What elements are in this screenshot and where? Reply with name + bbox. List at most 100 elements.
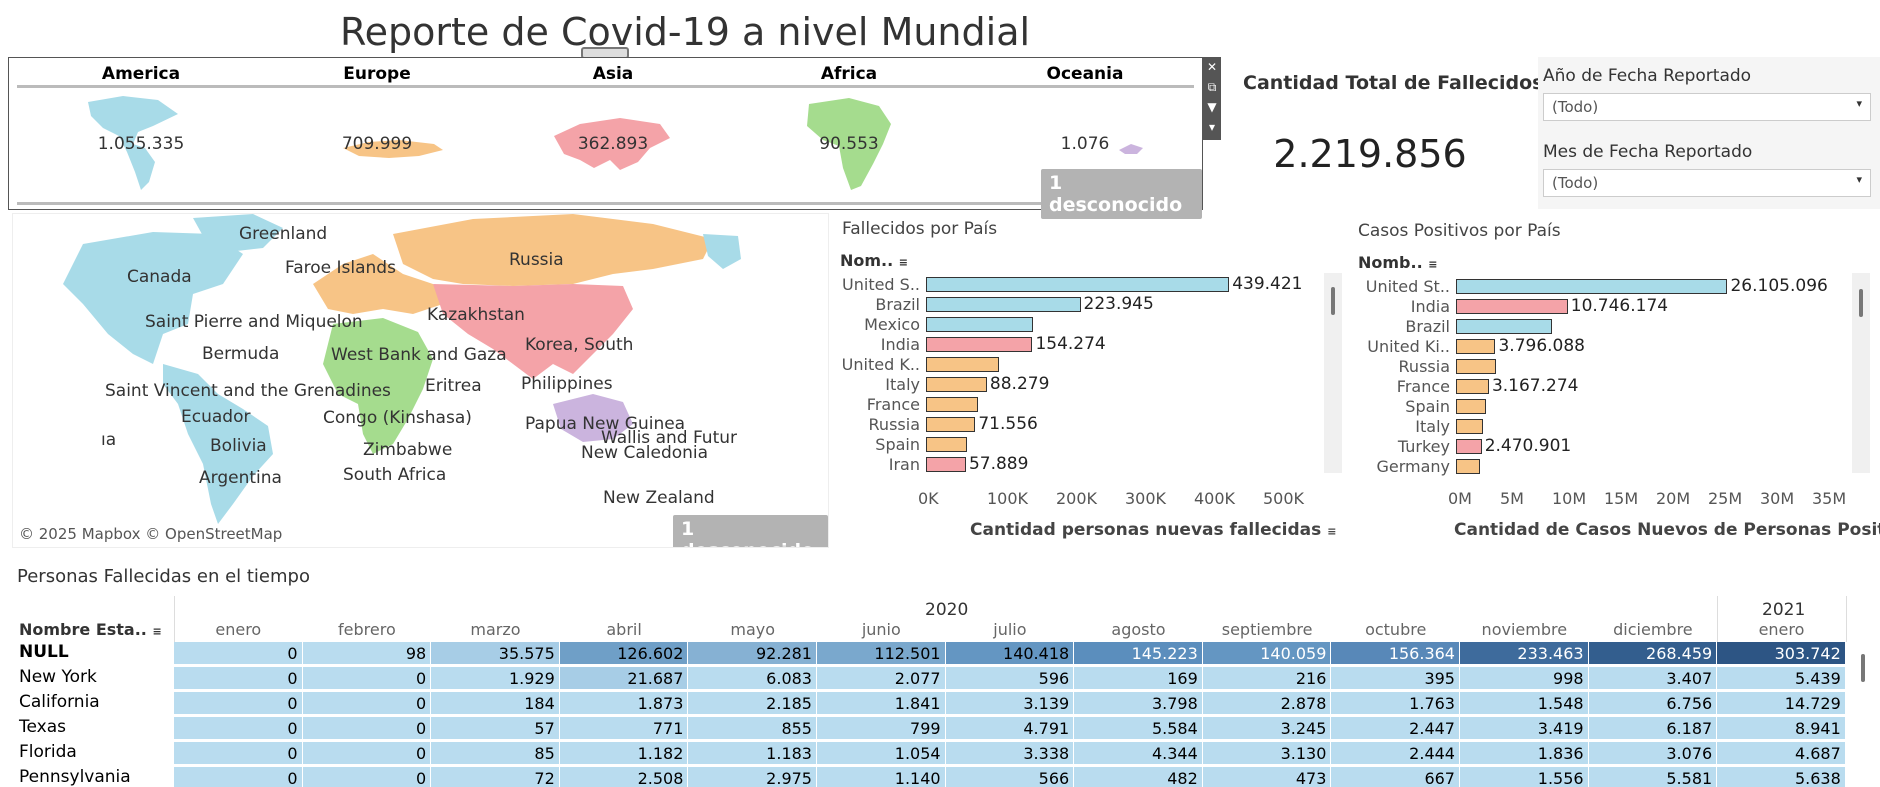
table-cell[interactable]: 6.187 (1588, 717, 1718, 740)
table-cell[interactable]: 140.059 (1202, 642, 1332, 665)
continent-africa[interactable]: Africa 90.553 (731, 58, 967, 208)
bar[interactable] (1456, 279, 1728, 294)
table-cell[interactable]: 303.742 (1717, 642, 1846, 665)
table-cell[interactable]: 482 (1074, 767, 1203, 787)
table-cell[interactable]: 4.344 (1074, 742, 1203, 765)
table-cell[interactable]: 156.364 (1331, 642, 1460, 665)
table-cell[interactable]: 3.407 (1588, 667, 1718, 690)
table-cell[interactable]: 2.508 (559, 767, 689, 787)
scrollbar[interactable] (1854, 642, 1872, 787)
table-cell[interactable]: 2.185 (688, 692, 817, 715)
table-cell[interactable]: 184 (431, 692, 560, 715)
table-cell[interactable]: 0 (302, 767, 432, 787)
world-map[interactable]: Greenland Faroe Islands Russia Canada Ka… (12, 213, 829, 548)
table-cell[interactable]: 4.791 (945, 717, 1075, 740)
table-cell[interactable]: 57 (431, 717, 560, 740)
table-cell[interactable]: 5.581 (1588, 767, 1718, 787)
month-filter-select[interactable]: (Todo) ▾ (1543, 169, 1871, 197)
table-cell[interactable]: 98 (302, 642, 432, 665)
table-cell[interactable]: 21.687 (559, 667, 689, 690)
bar[interactable] (1456, 379, 1489, 394)
continent-asia[interactable]: Asia 362.893 (495, 58, 731, 208)
table-cell[interactable]: 1.054 (817, 742, 946, 765)
table-cell[interactable]: 667 (1331, 767, 1460, 787)
table-cell[interactable]: 3.798 (1074, 692, 1203, 715)
table-cell[interactable]: 14.729 (1717, 692, 1846, 715)
bar[interactable] (926, 377, 987, 392)
column-header[interactable]: Nomb.. ≡ (1358, 253, 1437, 272)
table-cell[interactable]: 1.873 (559, 692, 689, 715)
bar[interactable] (1456, 299, 1568, 314)
table-cell[interactable]: 998 (1460, 667, 1589, 690)
table-cell[interactable]: 771 (559, 717, 689, 740)
table-cell[interactable]: 2.447 (1331, 717, 1460, 740)
scrollbar[interactable] (1324, 273, 1342, 473)
table-cell[interactable]: 6.083 (688, 667, 817, 690)
scrollbar[interactable] (1852, 273, 1870, 473)
table-cell[interactable]: 0 (302, 742, 432, 765)
bar[interactable] (926, 297, 1081, 312)
table-cell[interactable]: 2.975 (688, 767, 817, 787)
table-cell[interactable]: 1.836 (1460, 742, 1589, 765)
table-cell[interactable]: 3.130 (1202, 742, 1332, 765)
table-cell[interactable]: 0 (302, 717, 432, 740)
table-cell[interactable]: 3.419 (1460, 717, 1589, 740)
table-cell[interactable]: 395 (1331, 667, 1460, 690)
bar[interactable] (926, 357, 1000, 372)
table-cell[interactable]: 3.338 (945, 742, 1075, 765)
table-cell[interactable]: 72 (431, 767, 560, 787)
unknown-badge[interactable]: 1 desconocido (1041, 169, 1202, 219)
table-cell[interactable]: 1.548 (1460, 692, 1589, 715)
table-cell[interactable]: 0 (174, 717, 303, 740)
table-cell[interactable]: 216 (1202, 667, 1332, 690)
continent-europe[interactable]: Europe 709.999 (259, 58, 495, 208)
table-cell[interactable]: 2.878 (1202, 692, 1332, 715)
table-cell[interactable]: 799 (817, 717, 946, 740)
table-cell[interactable]: 0 (174, 667, 303, 690)
row-header[interactable]: Nombre Esta.. ≡ (19, 620, 162, 639)
table-cell[interactable]: 1.556 (1460, 767, 1589, 787)
table-cell[interactable]: 268.459 (1588, 642, 1718, 665)
bar[interactable] (1456, 359, 1496, 374)
table-cell[interactable]: 566 (945, 767, 1075, 787)
unknown-badge[interactable]: 1 desconocido (673, 515, 828, 547)
table-cell[interactable]: 5.584 (1074, 717, 1203, 740)
close-icon[interactable]: ✕ (1206, 60, 1218, 74)
bar[interactable] (1456, 339, 1496, 354)
sort-icon[interactable]: ≡ (898, 256, 909, 269)
table-cell[interactable]: 145.223 (1074, 642, 1203, 665)
bar[interactable] (1456, 319, 1552, 334)
table-cell[interactable]: 0 (174, 692, 303, 715)
scrollbar-thumb[interactable] (1859, 289, 1863, 317)
table-cell[interactable]: 1.183 (688, 742, 817, 765)
table-cell[interactable]: 855 (688, 717, 817, 740)
table-cell[interactable]: 473 (1202, 767, 1332, 787)
bar[interactable] (926, 317, 1033, 332)
table-cell[interactable]: 8.941 (1717, 717, 1846, 740)
table-cell[interactable]: 85 (431, 742, 560, 765)
continent-oceania[interactable]: Oceania 1.076 (967, 58, 1203, 208)
scrollbar-thumb[interactable] (1861, 654, 1865, 682)
year-filter-select[interactable]: (Todo) ▾ (1543, 93, 1871, 121)
map-attribution[interactable]: © 2025 Mapbox © OpenStreetMap (19, 525, 283, 543)
bar[interactable] (1456, 419, 1484, 434)
table-cell[interactable]: 0 (174, 742, 303, 765)
table-cell[interactable]: 2.077 (817, 667, 946, 690)
table-cell[interactable]: 1.763 (1331, 692, 1460, 715)
table-cell[interactable]: 92.281 (688, 642, 817, 665)
table-cell[interactable]: 0 (302, 692, 432, 715)
table-cell[interactable]: 0 (302, 667, 432, 690)
table-cell[interactable]: 1.182 (559, 742, 689, 765)
sort-icon[interactable]: ≡ (1428, 258, 1438, 271)
table-cell[interactable]: 233.463 (1460, 642, 1589, 665)
scrollbar-thumb[interactable] (1331, 287, 1335, 315)
table-cell[interactable]: 35.575 (431, 642, 560, 665)
table-cell[interactable]: 126.602 (559, 642, 689, 665)
sort-icon[interactable]: ≡ (152, 625, 162, 638)
filter-icon[interactable]: ▼ (1207, 100, 1217, 114)
table-cell[interactable]: 0 (174, 642, 303, 665)
bar[interactable] (926, 277, 1230, 292)
bar[interactable] (1456, 399, 1487, 414)
table-cell[interactable]: 3.076 (1588, 742, 1718, 765)
bar[interactable] (926, 417, 976, 432)
